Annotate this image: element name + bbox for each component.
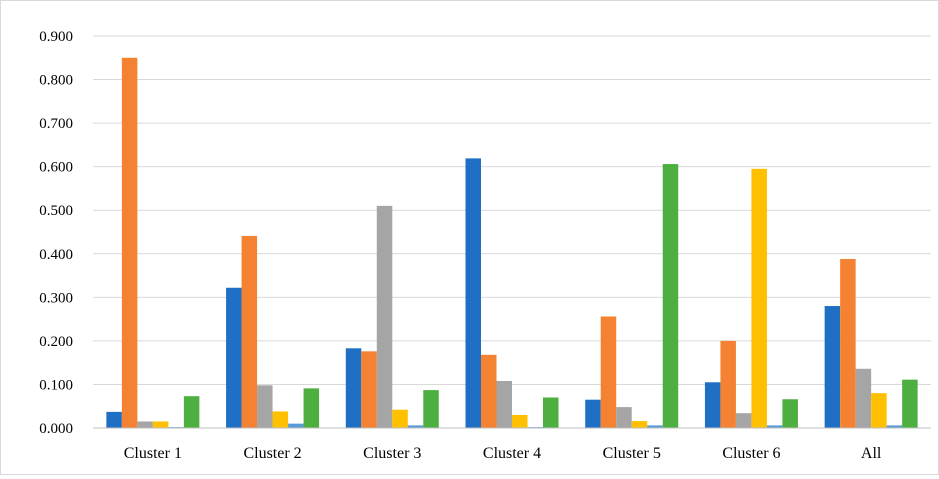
bar — [902, 379, 918, 428]
bar — [407, 425, 424, 428]
bar — [288, 423, 304, 428]
y-tick-label: 0.800 — [39, 73, 73, 89]
y-tick-label: 0.000 — [39, 421, 73, 437]
y-tick-label: 0.300 — [39, 290, 73, 306]
bar — [272, 411, 289, 428]
x-tick-label: Cluster 4 — [483, 445, 541, 462]
bar — [600, 316, 617, 428]
bar — [345, 348, 362, 428]
bar — [585, 399, 601, 428]
bar — [303, 388, 320, 428]
x-tick-label: Cluster 3 — [363, 445, 421, 462]
bar — [543, 397, 559, 428]
bar — [137, 421, 153, 428]
bar — [152, 421, 169, 428]
bar — [824, 306, 841, 428]
bar — [496, 380, 512, 428]
bar — [241, 235, 258, 428]
x-axis-tick-labels: Cluster 1 Cluster 2 Cluster 3 Cluster 4 Clus… — [124, 445, 882, 462]
bar — [662, 164, 679, 428]
bar — [106, 411, 122, 428]
bars — [106, 57, 918, 429]
x-tick-label: Cluster 6 — [722, 445, 780, 462]
bar — [886, 425, 903, 428]
bar — [766, 425, 783, 428]
x-tick-label: Cluster 1 — [124, 445, 182, 462]
bar — [465, 158, 481, 428]
bar — [481, 354, 497, 428]
bar — [226, 287, 242, 428]
bar — [392, 409, 408, 428]
x-tick-label: Cluster 2 — [243, 445, 301, 462]
bar — [840, 259, 856, 428]
y-tick-label: 0.200 — [39, 334, 73, 350]
bar — [631, 421, 648, 428]
bar — [512, 414, 528, 428]
y-tick-label: 0.900 — [39, 29, 73, 45]
bar — [423, 390, 439, 428]
bar — [376, 205, 393, 428]
bar — [121, 57, 138, 429]
bar — [647, 425, 663, 428]
bar — [704, 382, 721, 428]
bar — [735, 413, 752, 428]
bar — [361, 351, 377, 428]
bar — [720, 340, 736, 428]
bar — [782, 399, 798, 428]
y-axis-tick-labels: 0.000 0.100 0.200 0.300 0.400 0.500 0.600 0.700… — [39, 29, 73, 437]
bar — [871, 393, 887, 428]
bar — [751, 168, 767, 428]
bar — [616, 407, 632, 428]
bar — [183, 396, 200, 428]
y-tick-label: 0.700 — [39, 116, 73, 132]
bar — [257, 385, 273, 428]
x-tick-label: All — [861, 445, 882, 462]
gridlines — [93, 35, 931, 385]
y-tick-label: 0.400 — [39, 247, 73, 263]
y-tick-label: 0.100 — [39, 377, 73, 393]
y-tick-label: 0.600 — [39, 160, 73, 176]
x-tick-label: Cluster 5 — [603, 445, 661, 462]
bar — [855, 368, 872, 428]
y-tick-label: 0.500 — [39, 203, 73, 219]
